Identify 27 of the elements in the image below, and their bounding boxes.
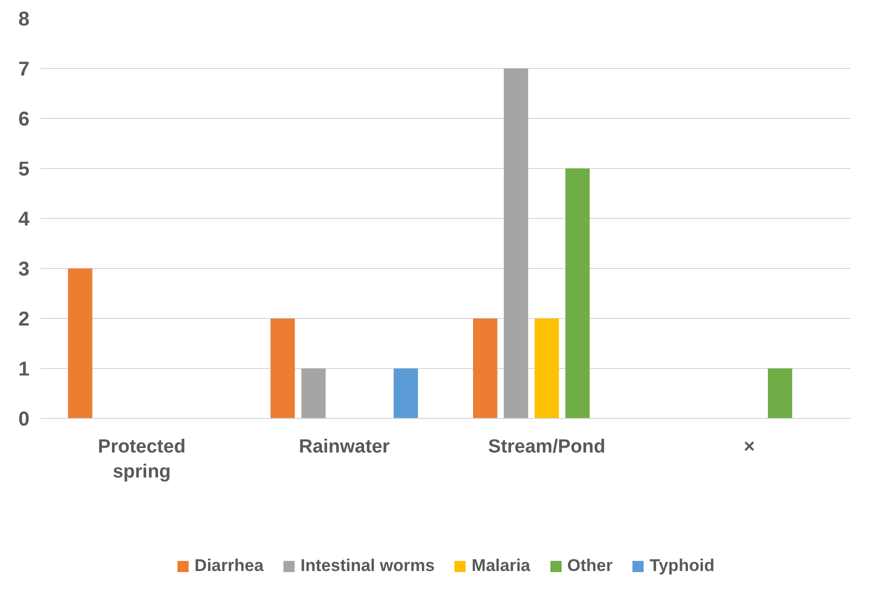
y-tick-label: 1	[18, 358, 30, 380]
bar	[534, 318, 559, 418]
bar	[301, 368, 326, 418]
y-tick-label: 0	[18, 408, 30, 430]
bar	[473, 318, 498, 418]
y-tick-label: 8	[18, 8, 30, 30]
y-tick-label: 4	[18, 208, 30, 230]
bar	[68, 268, 92, 418]
bar	[565, 168, 590, 418]
bar	[504, 68, 528, 418]
legend-label: Typhoid	[650, 556, 714, 576]
y-tick-label: 7	[18, 58, 30, 80]
x-tick-label: ×	[744, 436, 755, 458]
x-tick-label: Protected spring	[98, 436, 186, 483]
legend-label: Intestinal worms	[300, 556, 435, 576]
bar	[768, 368, 792, 418]
y-tick-label: 5	[18, 158, 30, 180]
legend-label: Diarrhea	[194, 556, 264, 576]
bar	[394, 368, 418, 418]
x-tick-label: Stream/Pond	[488, 436, 606, 458]
legend-label: Malaria	[472, 556, 530, 576]
bar	[270, 318, 295, 418]
x-tick-label: Rainwater	[298, 436, 390, 458]
y-tick-label: 6	[18, 108, 30, 130]
legend-label: Other	[567, 556, 613, 576]
y-tick-label: 2	[18, 308, 30, 330]
y-tick-label: 3	[18, 258, 30, 280]
